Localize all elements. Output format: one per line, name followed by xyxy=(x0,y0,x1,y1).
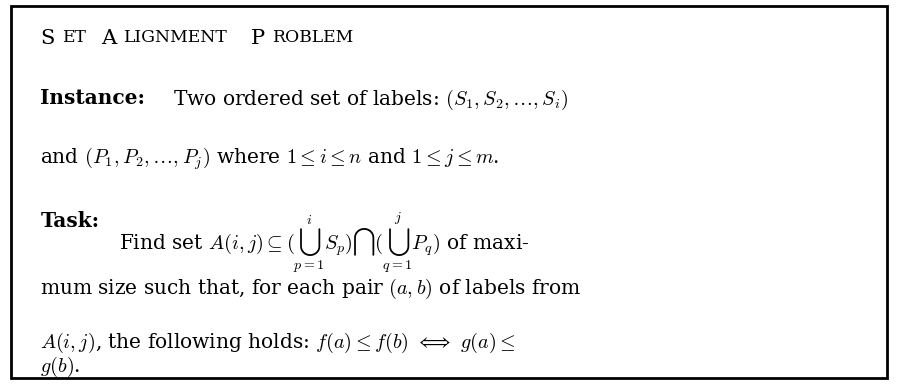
Text: $g(b)$.: $g(b)$. xyxy=(40,355,81,379)
Text: LIGNMENT: LIGNMENT xyxy=(123,29,227,46)
Text: Task:: Task: xyxy=(40,211,100,231)
FancyBboxPatch shape xyxy=(11,6,887,378)
Text: Find set $A(i,j) \subseteq (\bigcup_{p=1}^{i} S_p)\bigcap(\bigcup_{q=1}^{j} P_q): Find set $A(i,j) \subseteq (\bigcup_{p=1… xyxy=(119,211,530,276)
Text: Two ordered set of labels: $(S_1, S_2, \ldots, S_i)$: Two ordered set of labels: $(S_1, S_2, \… xyxy=(173,88,568,112)
Text: and $(P_1, P_2, \ldots, P_j)$ where $1 \leq i \leq n$ and $1 \leq j \leq m$.: and $(P_1, P_2, \ldots, P_j)$ where $1 \… xyxy=(40,145,500,172)
Text: ET: ET xyxy=(62,29,86,46)
Text: P: P xyxy=(251,29,265,48)
Text: Instance:: Instance: xyxy=(40,88,145,108)
Text: $A(i,j)$, the following holds: $f(a) \leq f(b)$ $\Longleftrightarrow$ $g(a) \leq: $A(i,j)$, the following holds: $f(a) \le… xyxy=(40,331,515,355)
Text: mum size such that, for each pair $(a, b)$ of labels from: mum size such that, for each pair $(a, b… xyxy=(40,277,582,301)
Text: ROBLEM: ROBLEM xyxy=(272,29,353,46)
Text: A: A xyxy=(101,29,117,48)
Text: S: S xyxy=(40,29,55,48)
